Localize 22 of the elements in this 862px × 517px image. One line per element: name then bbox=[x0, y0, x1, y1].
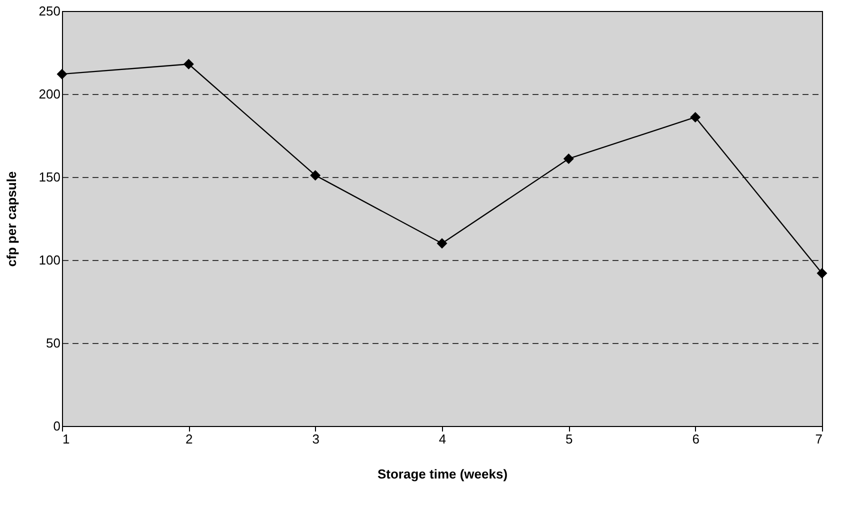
point bbox=[436, 238, 448, 249]
x-tick-label: 4 bbox=[438, 432, 446, 446]
point bbox=[563, 153, 574, 164]
y-tick-label: 150 bbox=[38, 170, 60, 184]
x-tick-label: 5 bbox=[566, 432, 573, 446]
point bbox=[310, 170, 321, 181]
point bbox=[56, 68, 68, 80]
y-tick-label: 250 bbox=[38, 4, 60, 18]
x-tick-label: 7 bbox=[815, 432, 822, 446]
point bbox=[690, 112, 701, 122]
x-tick-label: 3 bbox=[312, 432, 320, 446]
x-tick-label: 2 bbox=[186, 432, 193, 446]
y-tick-label: 100 bbox=[38, 252, 60, 268]
x-axis-title: Storage time (weeks) bbox=[377, 466, 508, 482]
y-tick-label: 0 bbox=[53, 418, 60, 434]
y-tick-label: 50 bbox=[46, 336, 60, 350]
y-axis-title: cfp per capsule bbox=[4, 171, 19, 267]
y-tick-label: 200 bbox=[38, 86, 60, 102]
x-tick-label: 6 bbox=[692, 432, 700, 446]
x-tick-label: 1 bbox=[62, 432, 70, 446]
point bbox=[816, 268, 828, 279]
point bbox=[183, 58, 194, 70]
